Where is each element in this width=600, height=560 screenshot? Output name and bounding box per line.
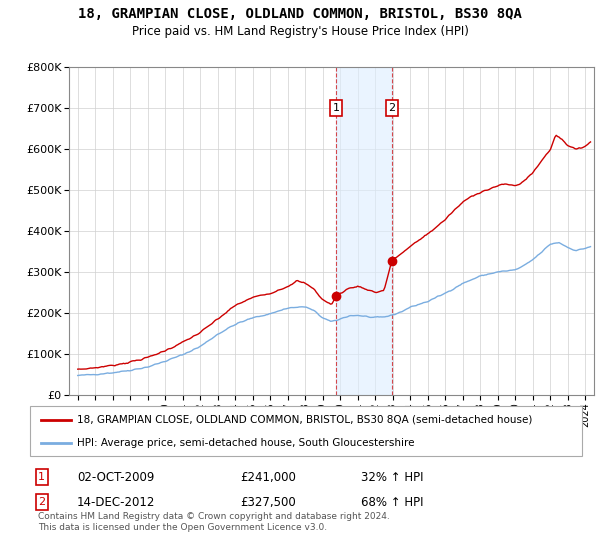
Text: 1: 1: [332, 103, 340, 113]
Text: £327,500: £327,500: [240, 496, 296, 508]
Text: Price paid vs. HM Land Registry's House Price Index (HPI): Price paid vs. HM Land Registry's House …: [131, 25, 469, 38]
Text: Contains HM Land Registry data © Crown copyright and database right 2024.
This d: Contains HM Land Registry data © Crown c…: [38, 512, 390, 531]
Text: 32% ↑ HPI: 32% ↑ HPI: [361, 470, 424, 484]
Text: 18, GRAMPIAN CLOSE, OLDLAND COMMON, BRISTOL, BS30 8QA: 18, GRAMPIAN CLOSE, OLDLAND COMMON, BRIS…: [78, 7, 522, 21]
Text: 2: 2: [388, 103, 395, 113]
Bar: [336, 67, 392, 395]
Text: £241,000: £241,000: [240, 470, 296, 484]
Text: 1: 1: [38, 472, 45, 482]
Text: 18, GRAMPIAN CLOSE, OLDLAND COMMON, BRISTOL, BS30 8QA (semi-detached house): 18, GRAMPIAN CLOSE, OLDLAND COMMON, BRIS…: [77, 414, 532, 424]
Text: 2: 2: [38, 497, 46, 507]
Text: 14-DEC-2012: 14-DEC-2012: [77, 496, 155, 508]
Text: 68% ↑ HPI: 68% ↑ HPI: [361, 496, 424, 508]
Text: 02-OCT-2009: 02-OCT-2009: [77, 470, 154, 484]
Text: HPI: Average price, semi-detached house, South Gloucestershire: HPI: Average price, semi-detached house,…: [77, 438, 415, 448]
